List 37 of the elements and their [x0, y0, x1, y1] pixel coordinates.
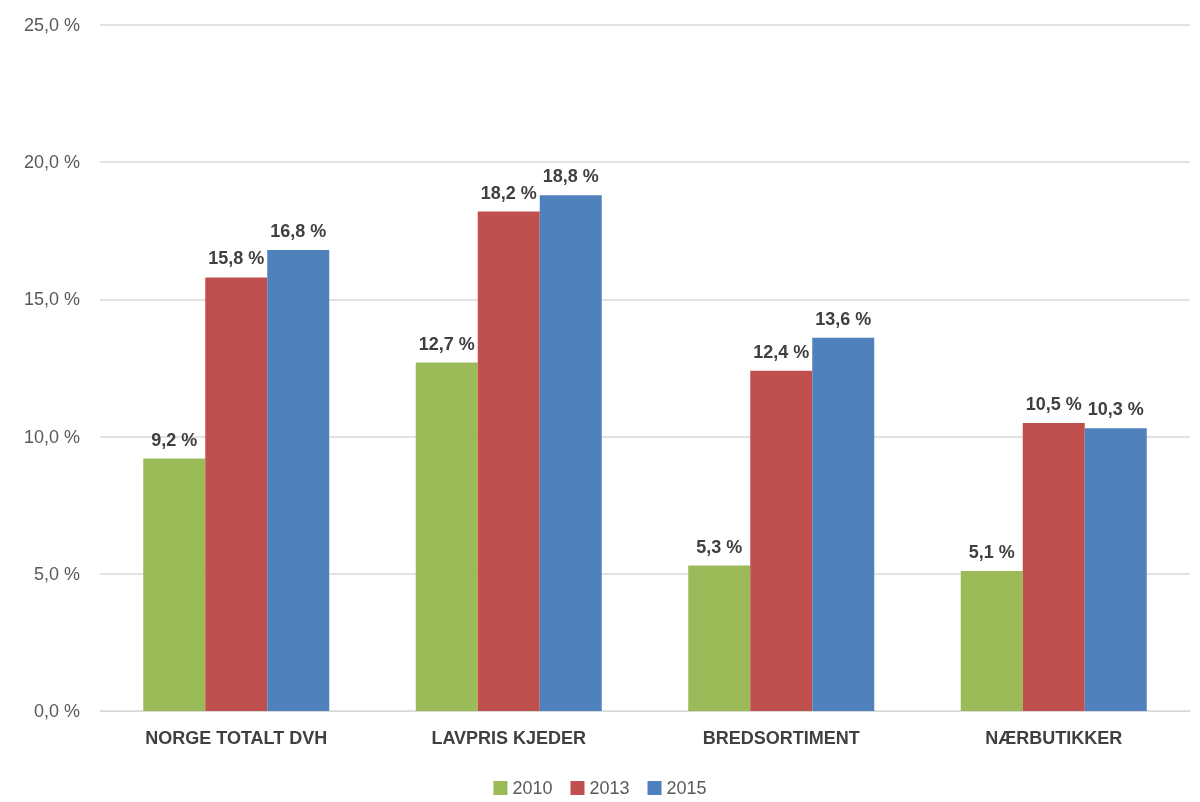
- y-tick-label: 20,0 %: [23, 152, 80, 173]
- data-label: 16,8 %: [270, 221, 327, 242]
- bar: [1084, 428, 1147, 711]
- x-tick-label: NÆRBUTIKKER: [985, 728, 1123, 748]
- data-label: 5,3 %: [696, 536, 743, 557]
- bar: [205, 277, 268, 711]
- data-label: 18,2 %: [480, 182, 537, 203]
- data-label: 13,6 %: [815, 308, 872, 329]
- data-label: 10,5 %: [1025, 393, 1082, 414]
- bar: [688, 565, 751, 711]
- bar: [812, 337, 875, 711]
- legend-label: 2013: [589, 778, 630, 798]
- data-label: 18,8 %: [542, 166, 599, 187]
- bar: [539, 195, 602, 711]
- data-label: 5,1 %: [968, 542, 1015, 563]
- bar: [143, 458, 206, 711]
- bar: [1022, 422, 1085, 711]
- bar: [960, 571, 1023, 711]
- data-label: 9,2 %: [151, 429, 198, 450]
- bar: [415, 362, 478, 711]
- legend-label: 2015: [666, 778, 707, 798]
- bar: [750, 370, 813, 711]
- y-tick-label: 25,0 %: [23, 15, 80, 35]
- legend-label: 2010: [512, 778, 553, 798]
- y-tick-label: 0,0 %: [33, 701, 80, 721]
- data-label: 12,4 %: [753, 341, 810, 362]
- y-tick-label: 15,0 %: [23, 289, 80, 310]
- data-label: 15,8 %: [208, 248, 265, 269]
- x-tick-label: LAVPRIS KJEDER: [431, 728, 587, 748]
- x-tick-label: NORGE TOTALT DVH: [145, 728, 328, 748]
- x-tick-label: BREDSORTIMENT: [702, 728, 860, 748]
- y-tick-label: 5,0 %: [33, 563, 80, 584]
- bar: [267, 250, 330, 711]
- data-label: 12,7 %: [418, 333, 475, 354]
- y-tick-label: 10,0 %: [23, 426, 80, 447]
- data-label: 10,3 %: [1087, 399, 1144, 420]
- bar: [477, 211, 540, 711]
